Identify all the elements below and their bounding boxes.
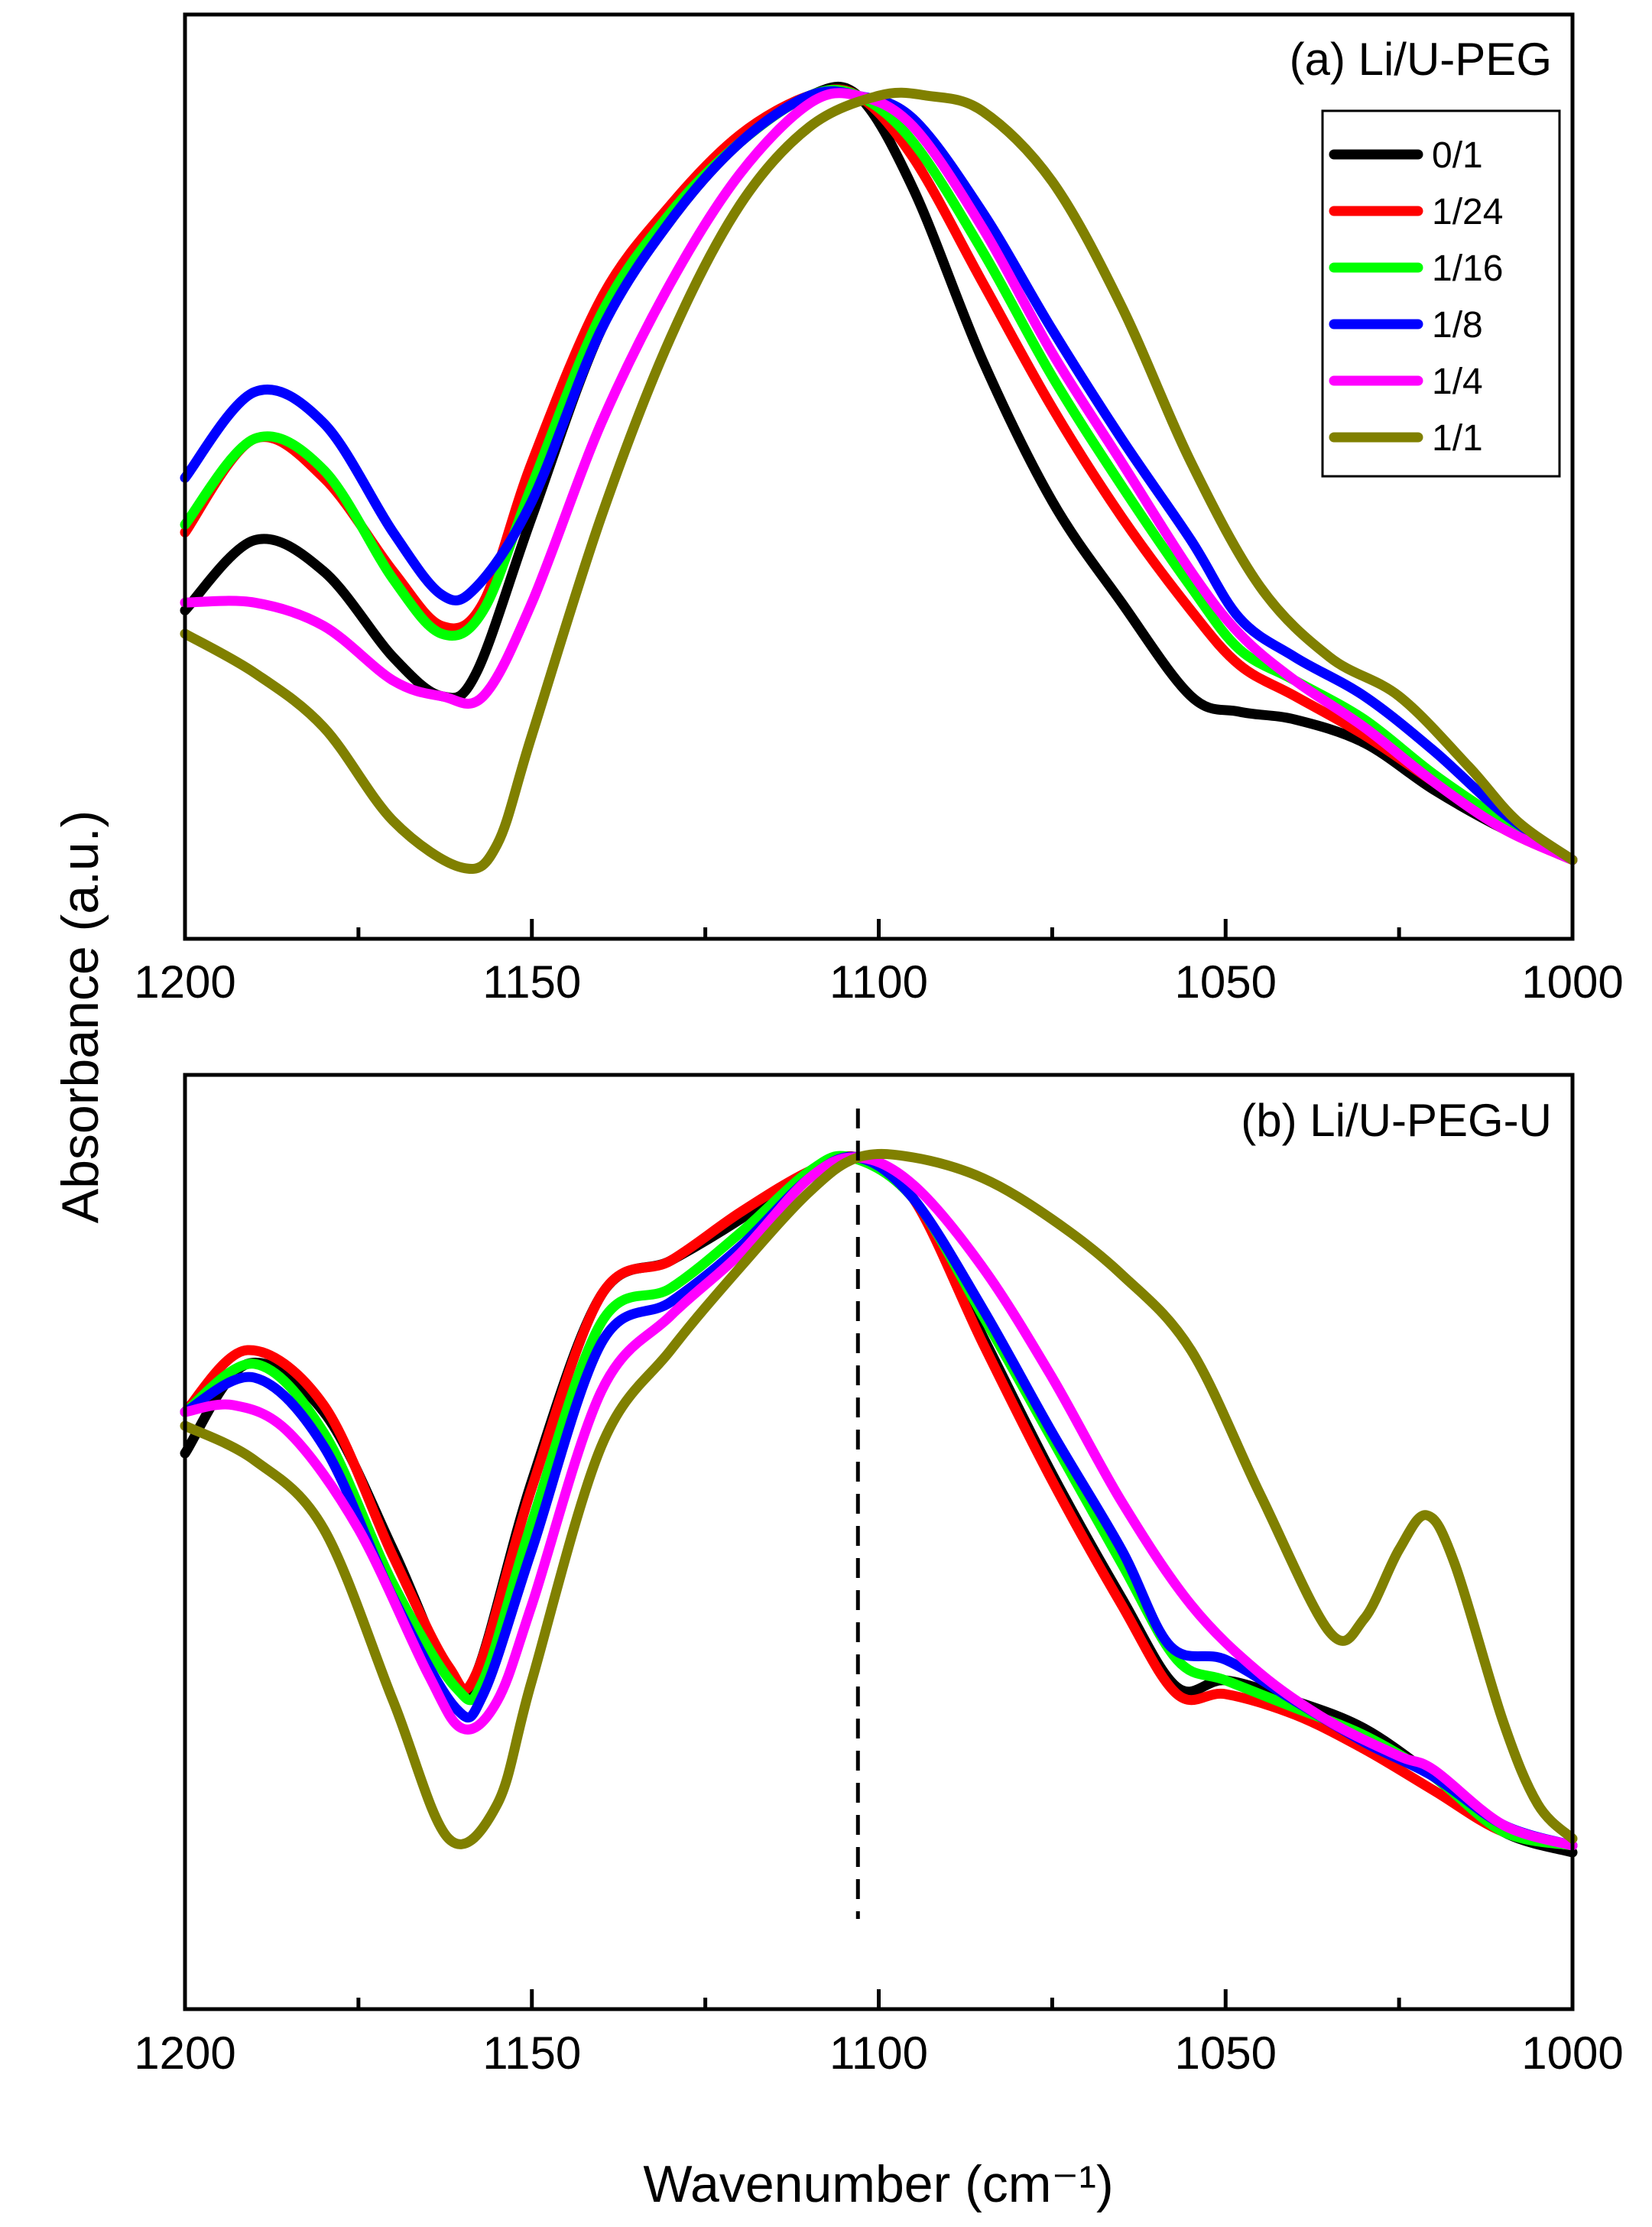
panel-a-x-tick-label: 1200 [134,956,235,1008]
panel-b-x-tick-label: 1100 [829,2027,928,2079]
legend-label-1-4: 1/4 [1432,362,1483,402]
panel-b-series-group [180,1148,1578,1858]
panel-a-x-tick-label: 1100 [829,956,928,1008]
legend: 0/1 1/24 1/16 1/8 1/4 1/1 [1321,109,1561,478]
panel-a-x-tick-label: 1050 [1175,956,1277,1008]
panel-b: 1200 1150 1100 1050 1000 (b) Li/U-PEG-U [134,1073,1624,2079]
panel-b-x-tick-label: 1000 [1521,2027,1623,2079]
panel-b-x-tick-label: 1050 [1175,2027,1277,2079]
panel-b-series-1-1 [180,1148,1578,1849]
y-axis-title: Absorbance (a.u.) [51,810,109,1224]
panel-a-x-tick-label: 1000 [1521,956,1623,1008]
panel-a: 1200 1150 1100 1050 1000 (a) Li/U-PEG 0/… [134,12,1624,1008]
panel-b-x-ticks [183,1989,1575,2009]
legend-label-1-8: 1/8 [1432,305,1483,346]
x-axis-title: Wavenumber (cm⁻¹) [643,2155,1113,2213]
panel-b-title: (b) Li/U-PEG-U [1241,1095,1552,1146]
legend-label-1-16: 1/16 [1432,248,1503,289]
panel-b-series-1-4 [180,1152,1578,1851]
panel-a-x-tick-label: 1150 [482,956,581,1008]
legend-label-0-1: 0/1 [1432,135,1483,176]
panel-a-series-1-1 [180,87,1578,875]
panel-b-x-tick-label: 1200 [134,2027,235,2079]
legend-box [1321,109,1561,478]
panel-a-series-group [180,81,1578,875]
panel-a-title: (a) Li/U-PEG [1290,34,1552,85]
panel-a-series-1-4 [180,88,1578,865]
legend-label-1-24: 1/24 [1432,192,1503,232]
panel-b-x-tick-label: 1150 [482,2027,581,2079]
legend-label-1-1: 1/1 [1432,418,1483,459]
panel-a-x-ticks [183,919,1575,939]
